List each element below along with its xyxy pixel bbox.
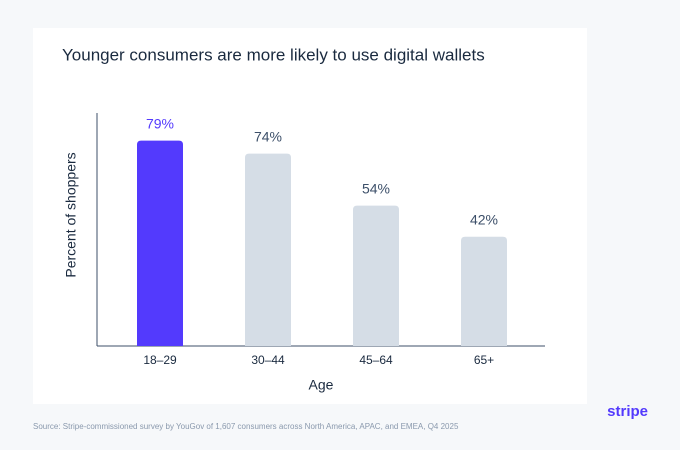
- x-tick-label: 30–44: [251, 353, 285, 367]
- bar: [245, 153, 291, 346]
- x-tick-label: 45–64: [359, 353, 393, 367]
- x-tick-label: 65+: [474, 353, 494, 367]
- x-axis-label: Age: [309, 377, 334, 393]
- bar: [353, 205, 399, 346]
- logo: stripe: [607, 403, 648, 420]
- bar: [137, 140, 183, 346]
- source-note: Source: Stripe-commissioned survey by Yo…: [33, 422, 459, 431]
- value-label: 54%: [362, 180, 390, 196]
- chart-title: Younger consumers are more likely to use…: [62, 45, 485, 64]
- bar: [461, 236, 507, 346]
- value-label: 42%: [470, 212, 498, 228]
- value-label: 74%: [254, 128, 282, 144]
- y-axis-label: Percent of shoppers: [63, 152, 79, 277]
- x-tick-label: 18–29: [143, 353, 177, 367]
- value-label: 79%: [146, 115, 174, 131]
- card: [33, 28, 587, 404]
